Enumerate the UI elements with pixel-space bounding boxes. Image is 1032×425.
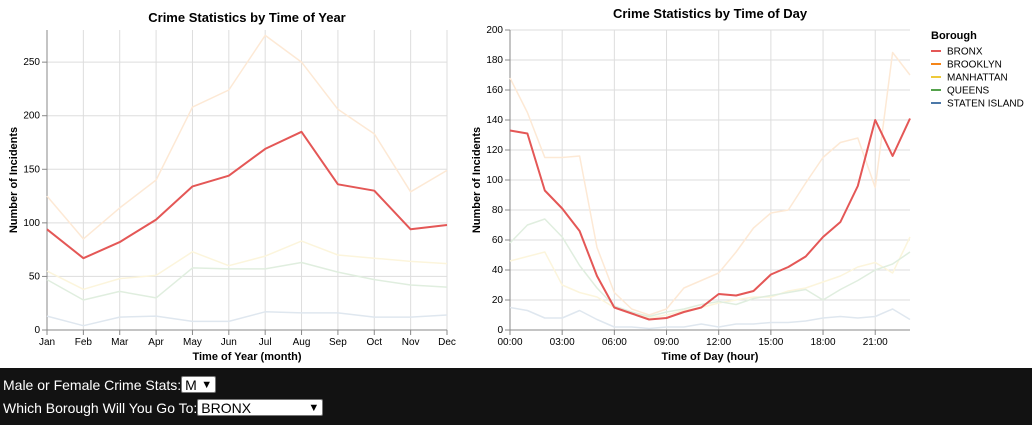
series-line-staten-island (509, 306, 911, 330)
x-tick-label: Dec (438, 337, 456, 348)
y-tick-label: 0 (34, 325, 40, 336)
borough-control: Which Borough Will You Go To: BRONX ▼ (3, 399, 324, 416)
y-tick-label: 0 (497, 325, 503, 336)
legend-label-staten-island: STATEN ISLAND (947, 99, 1024, 110)
legend-label-brooklyn: BROOKLYN (947, 60, 1002, 71)
y-tick-label: 250 (23, 57, 40, 68)
x-tick-label: Mar (111, 337, 129, 348)
x-tick-label: Nov (402, 337, 420, 348)
borough-label: Which Borough Will You Go To: (3, 399, 198, 416)
chevron-down-icon: ▼ (308, 401, 320, 414)
x-tick-label: Feb (75, 337, 93, 348)
x-axis-title: Time of Year (month) (192, 351, 301, 363)
x-tick-label: Jun (221, 337, 237, 348)
x-tick-label: 12:00 (706, 337, 731, 348)
x-tick-label: Aug (293, 337, 311, 348)
chart-1: 0 20 40 60 80 100 120 140 160 180 200 00:00 03:00 06:… (471, 6, 1024, 363)
chart-title: Crime Statistics by Time of Day (613, 6, 808, 21)
series-line-manhattan (46, 240, 448, 291)
x-tick-label: 15:00 (758, 337, 783, 348)
legend-label-bronx: BRONX (947, 47, 983, 58)
x-tick-label: Jul (259, 337, 272, 348)
chart-0: 0 50 100 150 200 250 Jan Feb Mar Apr May Jun Jul Aug S… (8, 10, 456, 363)
y-tick-label: 160 (486, 85, 503, 96)
y-tick-label: 40 (492, 265, 504, 276)
y-axis-title: Number of Incidents (471, 127, 483, 233)
x-tick-label: Oct (366, 337, 382, 348)
series-line-bronx (46, 130, 448, 260)
y-tick-label: 80 (492, 205, 504, 216)
x-tick-label: 18:00 (811, 337, 836, 348)
x-tick-label: 06:00 (602, 337, 627, 348)
gender-label: Male or Female Crime Stats: (3, 376, 182, 393)
x-tick-label: Jan (39, 337, 55, 348)
y-tick-label: 200 (23, 111, 40, 122)
series-line-brooklyn (509, 51, 911, 316)
x-tick-label: 03:00 (550, 337, 575, 348)
series-line-staten-island (46, 311, 448, 327)
y-tick-label: 20 (492, 295, 504, 306)
y-tick-label: 120 (486, 145, 503, 156)
gender-control: Male or Female Crime Stats: M ▼ (3, 376, 217, 393)
series-line-bronx (509, 118, 911, 321)
chart-title: Crime Statistics by Time of Year (148, 10, 346, 25)
x-tick-label: 21:00 (863, 337, 888, 348)
y-tick-label: 100 (486, 175, 503, 186)
y-tick-label: 50 (29, 271, 41, 282)
y-tick-label: 140 (486, 115, 503, 126)
x-tick-label: Sep (329, 337, 347, 348)
borough-select-value: BRONX (201, 399, 252, 416)
y-axis-title: Number of Incidents (8, 127, 20, 233)
series-line-manhattan (509, 236, 911, 319)
legend-title: Borough (931, 30, 977, 42)
gender-select-value: M (185, 376, 197, 393)
y-tick-label: 180 (486, 55, 503, 66)
x-tick-label: 09:00 (654, 337, 679, 348)
y-tick-label: 150 (23, 164, 40, 175)
x-tick-label: May (183, 337, 202, 348)
y-tick-label: 200 (486, 25, 503, 36)
charts-panel: 0 50 100 150 200 250 Jan Feb Mar Apr May Jun Jul Aug S… (0, 0, 1032, 368)
legend-label-manhattan: MANHATTAN (947, 73, 1008, 84)
y-tick-label: 100 (23, 218, 40, 229)
x-tick-label: Apr (148, 337, 164, 348)
series-line-brooklyn (46, 34, 448, 240)
x-tick-label: 00:00 (497, 337, 522, 348)
series-line-queens (509, 218, 911, 318)
gender-select[interactable]: M ▼ (181, 376, 217, 393)
y-tick-label: 60 (492, 235, 504, 246)
x-axis-title: Time of Day (hour) (662, 351, 759, 363)
chevron-down-icon: ▼ (201, 378, 213, 391)
legend-label-queens: QUEENS (947, 86, 990, 97)
series-line-queens (46, 261, 448, 301)
borough-select[interactable]: BRONX ▼ (197, 399, 324, 416)
